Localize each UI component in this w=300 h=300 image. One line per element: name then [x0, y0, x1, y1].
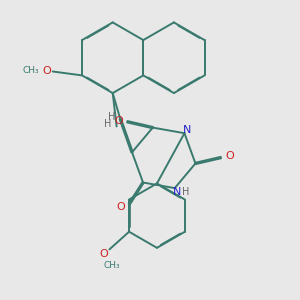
Text: O: O	[225, 152, 234, 161]
Text: N: N	[173, 187, 181, 197]
Text: O: O	[42, 66, 51, 76]
Text: O: O	[114, 116, 123, 125]
Text: O: O	[116, 202, 125, 212]
Text: H: H	[108, 112, 115, 122]
Text: H: H	[182, 187, 189, 197]
Text: O: O	[99, 249, 108, 259]
Text: CH₃: CH₃	[103, 261, 120, 270]
Text: H: H	[104, 119, 112, 130]
Text: N: N	[183, 125, 191, 135]
Text: CH₃: CH₃	[23, 66, 39, 75]
